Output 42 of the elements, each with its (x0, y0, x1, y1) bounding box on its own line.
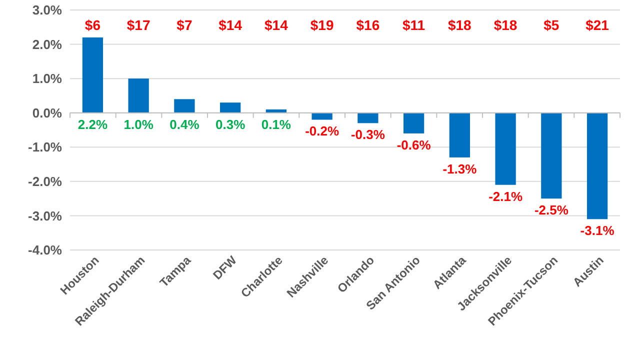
y-tick-label: -1.0% (28, 140, 62, 155)
bar (403, 112, 424, 134)
annotation: $11 (402, 17, 426, 33)
annotation: $18 (448, 17, 472, 33)
data-label: -2.1% (488, 188, 523, 204)
bar (174, 99, 195, 113)
bar (586, 112, 608, 220)
data-label: 2.2% (78, 116, 108, 132)
data-label: -2.5% (534, 202, 569, 218)
bar (128, 78, 149, 113)
y-tick-label: 2.0% (32, 36, 62, 52)
bar (449, 112, 470, 158)
data-label: -0.2% (305, 124, 340, 139)
y-tick-label: 0.0% (32, 105, 62, 120)
bar (541, 112, 562, 199)
annotation: $17 (126, 17, 150, 33)
data-label: -0.3% (350, 127, 386, 142)
annotation: $6 (84, 17, 101, 33)
bar (358, 112, 378, 124)
annotation: $5 (544, 17, 560, 33)
bar (495, 112, 516, 185)
annotation: $14 (218, 17, 242, 33)
annotation: $7 (176, 17, 192, 33)
annotation: $18 (494, 17, 518, 33)
data-label: -3.1% (580, 223, 615, 238)
bar (82, 37, 104, 113)
data-label: 1.0% (124, 116, 154, 132)
annotation: $14 (264, 17, 288, 33)
data-label: -0.6% (396, 137, 432, 152)
annotation: $21 (586, 17, 610, 33)
data-label: 0.4% (170, 116, 200, 132)
annotation: $19 (310, 17, 334, 33)
data-label: 0.1% (261, 116, 292, 132)
bar (220, 102, 241, 113)
data-label: -1.3% (442, 161, 478, 176)
data-label: 0.3% (216, 116, 246, 132)
y-tick-label: 1.0% (32, 71, 62, 86)
y-tick-label: -3.0% (28, 208, 62, 224)
y-tick-label: -2.0% (28, 174, 62, 189)
annotation: $16 (356, 17, 380, 33)
y-tick-label: -4.0% (28, 242, 62, 258)
y-tick-label: 3.0% (32, 2, 62, 18)
